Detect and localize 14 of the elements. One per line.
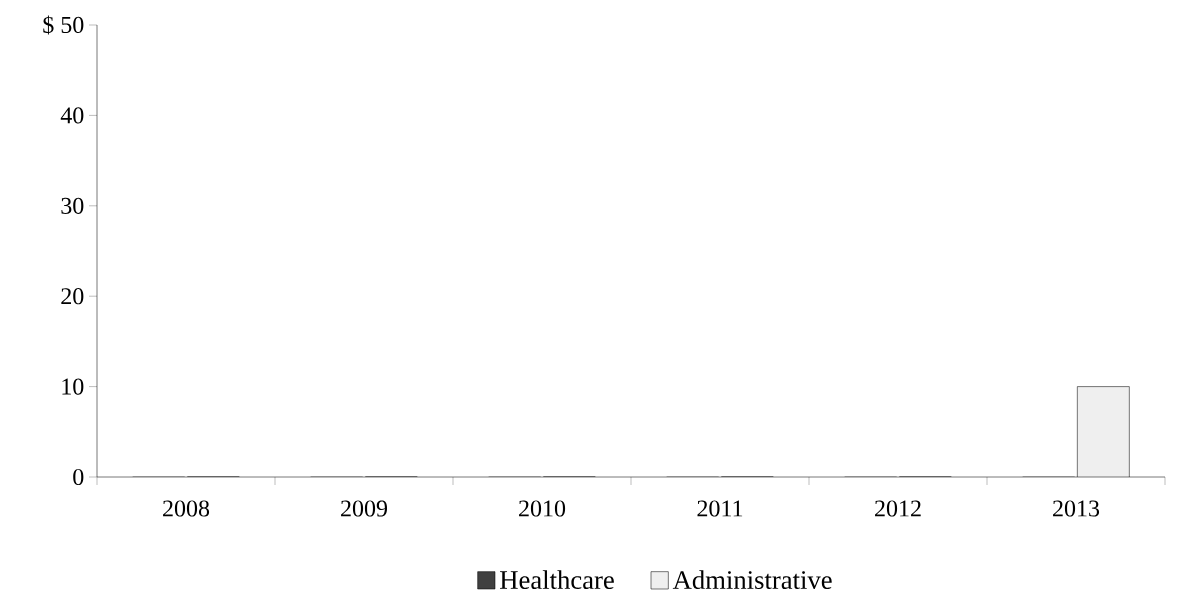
x-tick-label: 2009 — [341, 500, 388, 517]
y-tick-label: 10 — [62, 378, 84, 395]
x-tick-label: 2013 — [1053, 500, 1100, 517]
y-tick-label: 0 — [73, 468, 84, 486]
x-tick-label: 2010 — [519, 500, 566, 517]
x-tick-label: 2012 — [875, 500, 921, 517]
y-tick-label: 30 — [61, 197, 84, 214]
legend-label: Healthcare — [500, 570, 614, 590]
y-tick-label: $ 50 — [43, 15, 84, 35]
x-tick-label: 2011 — [697, 500, 743, 517]
x-tick-label: 2008 — [163, 500, 210, 517]
y-tick-label: 40 — [60, 107, 84, 124]
y-tick-label: 20 — [61, 288, 84, 305]
text: Administrative — [672, 570, 832, 590]
